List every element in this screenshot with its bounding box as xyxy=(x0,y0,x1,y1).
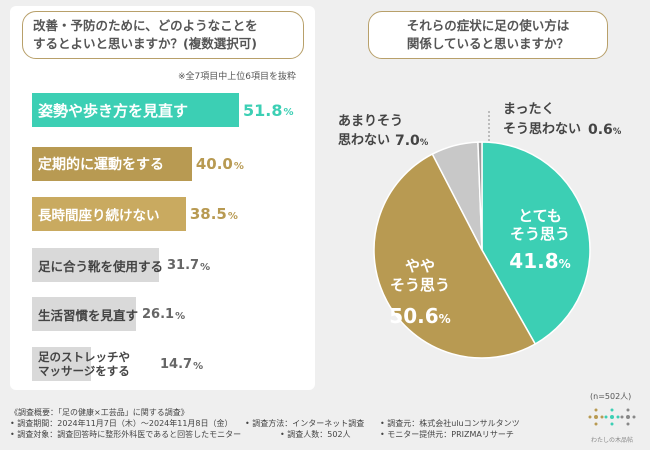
pie-label: あまりそう xyxy=(338,114,403,129)
bar-label-text: 定期的に運動をする xyxy=(38,157,164,173)
pie-label: そう思う xyxy=(510,225,570,243)
pie-label: まったく xyxy=(503,102,554,117)
footer-method: • 調査方法：インターネット調査 xyxy=(245,419,365,428)
footer-count: • 調査人数：502人 xyxy=(280,430,351,439)
bar-label-text: 長時間座り続けない xyxy=(38,208,160,224)
bar-value-label: 26.1% xyxy=(142,297,185,331)
pie-label: 思わない xyxy=(338,133,390,148)
bar-value-unit: % xyxy=(193,360,204,372)
bar-value-unit: % xyxy=(283,106,294,118)
pie-slice xyxy=(431,141,483,251)
left-note: ※全7項目中上位6項目を抜粋 xyxy=(178,72,296,82)
logo-text: わたしの木品帖 xyxy=(590,437,633,444)
bar-value-number: 31.7 xyxy=(167,257,200,273)
bar-value-number: 51.8 xyxy=(243,100,283,120)
bar-label: 長時間座り続けない xyxy=(38,197,160,231)
bar-value-label: 14.7% xyxy=(160,347,203,381)
logo-mark-icon xyxy=(588,408,636,426)
bar-label: 定期的に運動をする xyxy=(38,147,164,181)
bar-label-text: 生活習慣を見直す xyxy=(38,307,139,323)
bar-label: 生活習慣を見直す xyxy=(38,297,138,331)
bar-label-text: 姿勢や歩き方を見直す xyxy=(38,101,189,120)
bar-value-number: 40.0 xyxy=(195,155,233,173)
pie-slice xyxy=(477,141,483,251)
bar-value-label: 38.5% xyxy=(190,197,238,231)
pie-value-label: 0.6% xyxy=(588,122,622,138)
bar-value-unit: % xyxy=(233,160,244,172)
pie-slice xyxy=(373,153,537,359)
bar xyxy=(32,147,192,181)
bar-value-unit: % xyxy=(200,261,211,273)
bar-value-label: 40.0% xyxy=(196,147,244,181)
bar-label: 姿勢や歩き方を見直す xyxy=(38,93,188,127)
brand-logo: わたしの木品帖 xyxy=(584,404,640,444)
bar-value-unit: % xyxy=(175,310,186,322)
bar xyxy=(32,197,186,231)
left-question-line-2: するとよいと思いますか？(複数選択可) xyxy=(33,36,257,51)
footer-provider: • モニター提供元：PRIZMAリサーチ xyxy=(380,430,514,439)
left-question-box: 改善・予防のために、どのようなことを するとよいと思いますか？(複数選択可) xyxy=(22,11,304,59)
footer-title: 《調査概要：「足の健康×工芸品」に関する調査》 xyxy=(10,408,189,417)
bar-label: 足に合う靴を使用する xyxy=(38,248,163,282)
right-question-line-2: 関係していると思いますか？ xyxy=(406,36,570,51)
pie-label: やや xyxy=(405,257,435,275)
pie-label: そう思う xyxy=(390,276,450,294)
bar-value-unit: % xyxy=(227,210,238,222)
bar-value-label: 31.7% xyxy=(167,248,210,282)
pie-label: そう思わない xyxy=(503,122,581,137)
right-question-box: それらの症状に足の使い方は 関係していると思いますか？ xyxy=(368,11,608,59)
bar-value-number: 26.1 xyxy=(142,306,175,322)
bar-value-label: 51.8% xyxy=(243,93,294,127)
bar-label-text: 足のストレッチや マッサージをする xyxy=(38,350,130,378)
sample-size: (n=502人) xyxy=(590,392,632,401)
pie-slice xyxy=(481,141,591,346)
right-question-line-1: それらの症状に足の使い方は xyxy=(406,18,570,33)
footer-source: • 調査元：株式会社uluコンサルタンツ xyxy=(380,419,520,428)
pie-value-label: 50.6% xyxy=(389,304,450,328)
bar xyxy=(32,347,91,381)
left-question-line-1: 改善・予防のために、どのようなことを xyxy=(33,18,258,33)
bar-value-number: 38.5 xyxy=(189,205,227,223)
bar-value-number: 14.7 xyxy=(160,356,193,372)
pie-value-label: 7.0% xyxy=(395,133,429,149)
bar-label: 足のストレッチや マッサージをする xyxy=(38,347,130,381)
footer-target: • 調査対象：調査回答時に整形外科医であると回答したモニター xyxy=(10,430,242,439)
footer-period: • 調査期間：2024年11月7日（木）〜2024年11月8日（金） xyxy=(10,419,233,428)
bar-label-text: 足に合う靴を使用する xyxy=(38,258,164,274)
pie-label: とても xyxy=(518,207,562,225)
bar xyxy=(32,248,159,282)
bar xyxy=(32,297,137,331)
bar xyxy=(32,93,239,127)
pie-value-label: 41.8% xyxy=(509,249,570,273)
